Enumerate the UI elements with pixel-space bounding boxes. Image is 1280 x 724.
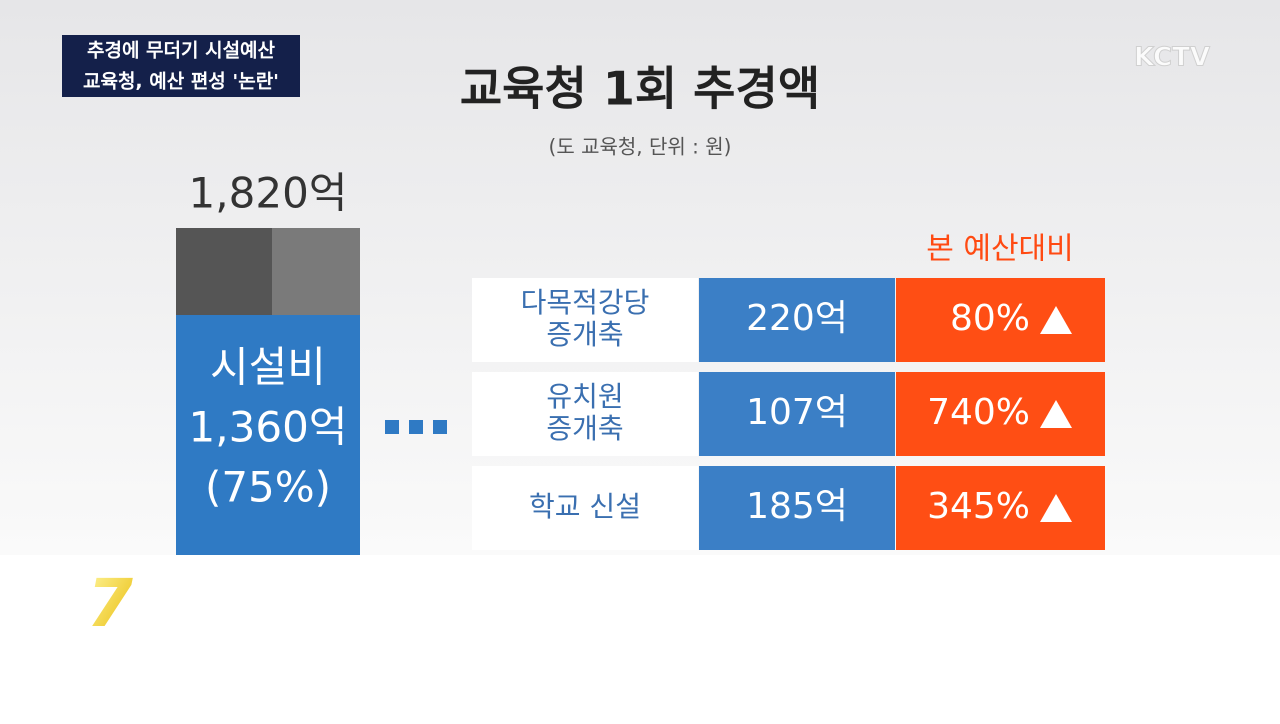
bar-name: 시설비 xyxy=(210,343,326,392)
change-cell xyxy=(896,278,1105,362)
row-name: 증개축 xyxy=(546,318,623,351)
row-name: 학교 신설 xyxy=(529,490,641,523)
dot xyxy=(385,420,399,434)
headline: 교육청, 예산 편성 '논란' xyxy=(83,71,279,93)
up-triangle xyxy=(1040,400,1072,428)
name-cell xyxy=(472,372,698,456)
title: 교육청 1회 추경액 xyxy=(460,62,820,116)
row-name: 증개축 xyxy=(546,412,623,445)
logo: KCTV xyxy=(1134,43,1210,73)
up-triangle xyxy=(1040,306,1072,334)
bar-share: (75%) xyxy=(205,463,331,512)
headline-box xyxy=(62,35,300,97)
row-amount: 107억 xyxy=(746,392,848,433)
name-cell xyxy=(472,466,698,550)
amount-cell xyxy=(699,278,895,362)
amount-cell xyxy=(699,466,895,550)
row-name: 다목적강당 xyxy=(521,286,650,319)
amount-cell xyxy=(699,372,895,456)
change-cell xyxy=(896,466,1105,550)
name-cell xyxy=(472,278,698,362)
total: 1,820억 xyxy=(189,169,348,218)
row-change: 740% xyxy=(927,392,1030,433)
change-cell xyxy=(896,372,1105,456)
row-change: 80% xyxy=(950,298,1030,339)
dot xyxy=(409,420,423,434)
subtitle: (도 교육청, 단위 : 원) xyxy=(549,135,732,159)
channel-logo: 7 xyxy=(87,565,133,642)
row-amount: 220억 xyxy=(746,298,848,339)
row-amount: 185억 xyxy=(746,486,848,527)
headline: 추경에 무더기 시설예산 xyxy=(87,40,276,62)
lower-area xyxy=(0,555,1280,720)
bar-amount: 1,360억 xyxy=(189,403,348,452)
bar-rest xyxy=(176,228,272,315)
row-change: 345% xyxy=(927,486,1030,527)
up-triangle xyxy=(1040,494,1072,522)
dot xyxy=(433,420,447,434)
row-name: 유치원 xyxy=(546,380,623,413)
bar-facility xyxy=(176,315,360,555)
bar-rest xyxy=(272,228,360,315)
table-header: 본 예산대비 xyxy=(926,232,1074,267)
